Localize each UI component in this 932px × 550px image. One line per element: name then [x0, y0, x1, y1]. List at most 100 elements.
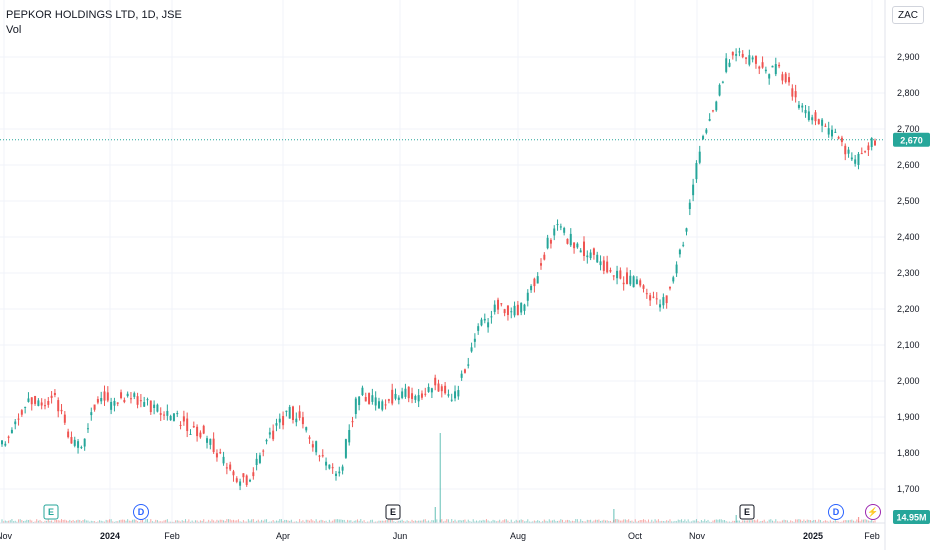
volume-bar: [742, 520, 744, 523]
volume-bar: [583, 521, 585, 523]
time-axis[interactable]: Nov 2024 Feb Apr Jun Aug Oct Nov 2025 Feb: [0, 531, 880, 541]
volume-bar: [609, 520, 611, 523]
volume-bar: [156, 520, 158, 523]
volume-label[interactable]: Vol: [6, 24, 22, 36]
candle-body: [43, 405, 46, 407]
candle-body: [778, 64, 781, 67]
candle-body: [649, 295, 652, 301]
volume-bar: [413, 521, 415, 523]
volume-bar: [540, 521, 542, 523]
volume-bar: [862, 519, 864, 523]
candle-body: [533, 278, 536, 287]
volume-bar: [201, 520, 203, 523]
candle-body: [807, 111, 810, 121]
volume-bar: [398, 520, 400, 523]
volume-bar: [178, 520, 180, 523]
volume-bar: [805, 520, 807, 523]
volume-bar: [874, 520, 876, 523]
volume-bar: [459, 519, 461, 523]
volume-bar: [386, 520, 388, 523]
candle-body: [791, 88, 794, 97]
candle-body: [57, 400, 60, 412]
candle-body: [566, 238, 569, 244]
volume-bar: [99, 520, 101, 523]
volume-bar: [543, 519, 545, 523]
volume-bar: [829, 520, 831, 523]
candle-body: [685, 228, 688, 232]
candle-body: [143, 402, 146, 407]
candle-body: [764, 69, 767, 72]
candle-body: [639, 280, 642, 286]
volume-bar: [95, 521, 97, 523]
candle-body: [34, 395, 37, 404]
candle-body: [30, 397, 33, 405]
dividend-marker-icon: [133, 504, 149, 520]
candle-body: [252, 472, 255, 477]
volume-bar: [839, 521, 841, 523]
volume-bar: [390, 519, 392, 523]
candle-body: [761, 62, 764, 68]
candle-body: [169, 415, 172, 421]
volume-bar: [854, 521, 856, 523]
price-axis[interactable]: 1,700 1,800 1,900 2,000 2,100 2,200 2,300 2,400…: [897, 52, 920, 494]
volume-bar: [487, 520, 489, 523]
candle-body: [536, 276, 539, 284]
volume-bar: [489, 521, 491, 523]
volume-spike: [434, 507, 436, 523]
candle-body: [470, 347, 473, 352]
volume-bar: [811, 520, 813, 523]
candle-body: [804, 109, 807, 114]
candle-body: [599, 261, 602, 266]
candle-body: [381, 401, 384, 410]
volume-bar: [527, 519, 529, 523]
volume-bar: [310, 519, 312, 523]
volume-bar: [474, 521, 476, 523]
volume-bar: [447, 519, 449, 523]
volume-bar: [328, 519, 330, 523]
volume-bar: [356, 519, 358, 523]
candle-body: [93, 404, 96, 410]
volume-bar: [342, 519, 344, 523]
candle-body: [781, 74, 784, 81]
volume-bar: [242, 520, 244, 523]
volume-bar: [558, 520, 560, 523]
volume-bar: [180, 521, 182, 523]
volume-bar: [80, 521, 82, 523]
symbol-title[interactable]: PEPKOR HOLDINGS LTD, 1D, JSE: [6, 9, 182, 21]
earnings-marker-icon: [385, 504, 401, 520]
price-tick-label: 2,600: [897, 160, 920, 170]
candle-body: [672, 277, 675, 282]
volume-bar: [299, 519, 301, 523]
candle-body: [301, 417, 304, 425]
volume-bar: [768, 519, 770, 523]
candle-body: [728, 62, 731, 67]
candle-body: [612, 275, 615, 277]
candle-body: [698, 151, 701, 163]
candle-body: [387, 399, 390, 401]
volume-bar: [595, 519, 597, 523]
split-marker-label: ⚡: [867, 506, 878, 518]
candle-body: [642, 285, 645, 289]
volume-bar: [793, 521, 795, 523]
candle-body: [424, 393, 427, 395]
volume-bar: [196, 520, 198, 523]
currency-button[interactable]: ZAC: [892, 6, 924, 24]
candle-body: [665, 295, 668, 304]
candle-body: [275, 423, 278, 426]
candle-body: [497, 299, 500, 310]
volume-bar: [738, 520, 740, 523]
last-price-badge: 2,670: [893, 132, 930, 147]
volume-bar: [198, 521, 200, 523]
volume-bar: [502, 520, 504, 523]
candle-body: [854, 159, 857, 164]
volume-bar: [302, 520, 304, 523]
candle-body: [268, 432, 271, 435]
candle-body: [837, 137, 840, 139]
candle-body: [487, 322, 490, 328]
volume-bar: [348, 520, 350, 523]
candle-body: [450, 399, 453, 401]
volume-bar: [861, 519, 863, 523]
volume-bar: [578, 521, 580, 523]
candle-body: [596, 254, 599, 263]
